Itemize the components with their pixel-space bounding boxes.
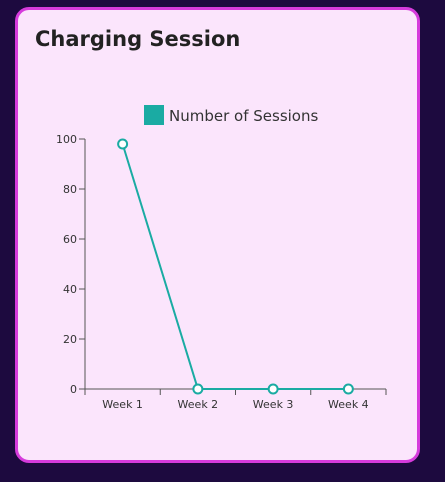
y-tick-label: 60	[63, 233, 77, 246]
legend-label: Number of Sessions	[169, 107, 318, 125]
card-title: Charging Session	[35, 27, 241, 51]
x-tick-label: Week 3	[253, 398, 294, 411]
y-tick-label: 20	[63, 333, 77, 346]
x-axis: Week 1 Week 2 Week 3 Week 4	[84, 388, 387, 411]
data-point[interactable]	[267, 383, 279, 395]
series-group	[117, 138, 354, 395]
y-tick-label: 100	[56, 133, 77, 146]
x-tick-label: Week 4	[328, 398, 369, 411]
x-tick-label: Week 1	[102, 398, 143, 411]
y-tick-label: 80	[63, 183, 77, 196]
series-line	[121, 143, 349, 390]
data-point[interactable]	[342, 383, 354, 395]
y-tick-label: 40	[63, 283, 77, 296]
data-point[interactable]	[192, 383, 204, 395]
y-tick-label: 0	[70, 383, 77, 396]
charging-session-card: Charging Session	[15, 7, 420, 463]
y-axis: 0 20 40 60 80 100	[56, 133, 86, 396]
x-tick-label: Week 2	[178, 398, 219, 411]
chart-legend[interactable]: Number of Sessions	[144, 105, 318, 125]
data-point[interactable]	[117, 138, 129, 150]
legend-swatch	[144, 105, 164, 125]
